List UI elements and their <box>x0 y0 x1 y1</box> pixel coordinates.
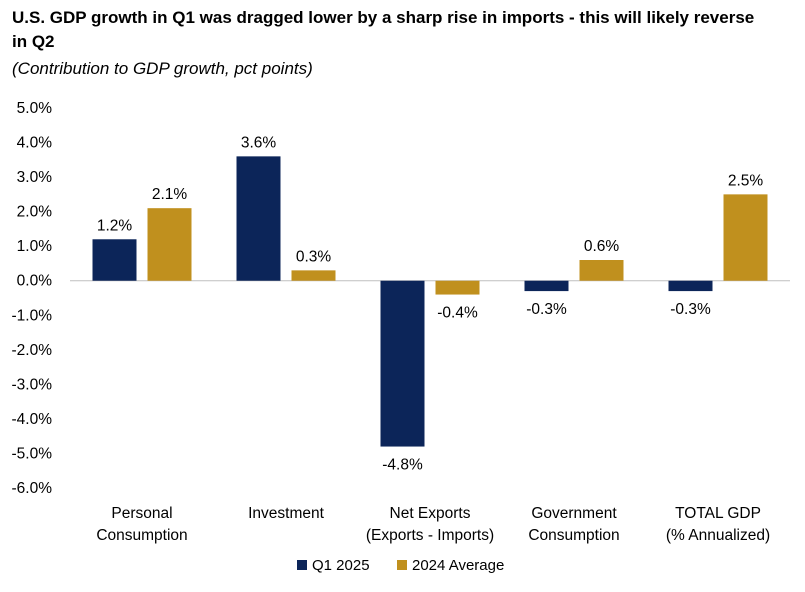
y-tick-label: 2.0% <box>17 204 53 221</box>
y-tick-label: 5.0% <box>17 100 53 117</box>
chart-subtitle: (Contribution to GDP growth, pct points) <box>12 59 313 78</box>
data-label: -0.4% <box>437 305 478 322</box>
y-tick-label: 3.0% <box>17 169 53 186</box>
y-tick-label: -3.0% <box>12 376 53 393</box>
y-tick-label: -1.0% <box>12 307 53 324</box>
bar-q1-2025 <box>524 280 569 292</box>
category-label: Consumption <box>528 527 619 544</box>
data-label: 0.3% <box>296 248 332 265</box>
bar-2024-average <box>291 270 336 281</box>
data-label: 3.6% <box>241 134 277 151</box>
bar-q1-2025 <box>668 280 713 292</box>
y-tick-label: -5.0% <box>12 445 53 462</box>
y-tick-label: -6.0% <box>12 480 53 497</box>
category-label: (% Annualized) <box>666 527 770 544</box>
bar-2024-average <box>435 280 480 295</box>
y-tick-label: 1.0% <box>17 238 53 255</box>
data-label: 2.1% <box>152 186 188 203</box>
category-label: Personal <box>111 505 172 522</box>
data-label: -0.3% <box>526 301 567 318</box>
y-tick-label: 0.0% <box>17 273 53 290</box>
legend-label: Q1 2025 <box>312 557 370 574</box>
category-label: Investment <box>248 505 325 522</box>
legend-swatch <box>297 560 307 570</box>
bar-q1-2025 <box>380 280 425 447</box>
legend-swatch <box>397 560 407 570</box>
y-tick-label: 4.0% <box>17 135 53 152</box>
y-tick-label: -2.0% <box>12 342 53 359</box>
y-tick-label: -4.0% <box>12 411 53 428</box>
bar-2024-average <box>723 194 768 281</box>
data-label: -0.3% <box>670 301 711 318</box>
bar-q1-2025 <box>92 239 137 281</box>
bar-q1-2025 <box>236 156 281 281</box>
data-label: 2.5% <box>728 172 764 189</box>
category-label: TOTAL GDP <box>675 505 761 522</box>
chart-title: U.S. GDP growth in Q1 was dragged lower … <box>12 8 755 51</box>
category-label: Net Exports <box>390 505 471 522</box>
data-label: 1.2% <box>97 217 133 234</box>
bar-2024-average <box>147 208 192 281</box>
data-label: 0.6% <box>584 238 620 255</box>
category-label: Consumption <box>96 527 187 544</box>
bar-2024-average <box>579 260 624 281</box>
data-label: -4.8% <box>382 457 423 474</box>
category-label: (Exports - Imports) <box>366 527 494 544</box>
category-label: Government <box>531 505 617 522</box>
legend-label: 2024 Average <box>412 557 504 574</box>
